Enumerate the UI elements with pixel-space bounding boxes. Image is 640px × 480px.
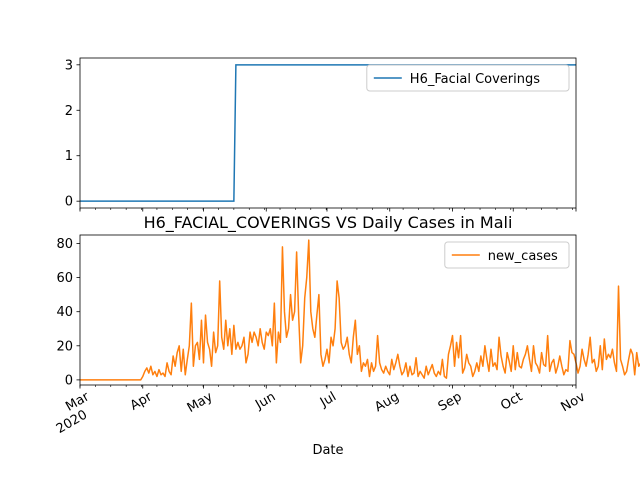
y-tick-label: 0 <box>65 373 73 388</box>
legend-label: H6_Facial Coverings <box>410 72 540 87</box>
legend-label: new_cases <box>488 249 558 264</box>
y-tick-label: 20 <box>56 339 73 354</box>
axes-frame <box>79 234 577 386</box>
y-tick-label: 2 <box>65 104 73 119</box>
y-tick-label: 1 <box>65 149 73 164</box>
series-line-new-cases <box>80 239 640 381</box>
x-axis-label: Date <box>312 443 343 458</box>
y-tick-label: 0 <box>65 195 73 210</box>
chart-title: H6_FACIAL_COVERINGS VS Daily Cases in Ma… <box>144 213 513 233</box>
y-tick-label: 80 <box>56 237 73 252</box>
y-tick-label: 3 <box>65 58 73 73</box>
x-tick-label: Jul <box>317 389 339 410</box>
top-chart: 0 1 2 3 H6_Facial Coverings <box>65 57 577 212</box>
y-tick-label: 60 <box>56 271 73 286</box>
y-tick-label: 40 <box>56 305 73 320</box>
legend-box <box>444 241 570 269</box>
axes-frame <box>79 57 577 209</box>
legend-box <box>366 64 570 92</box>
